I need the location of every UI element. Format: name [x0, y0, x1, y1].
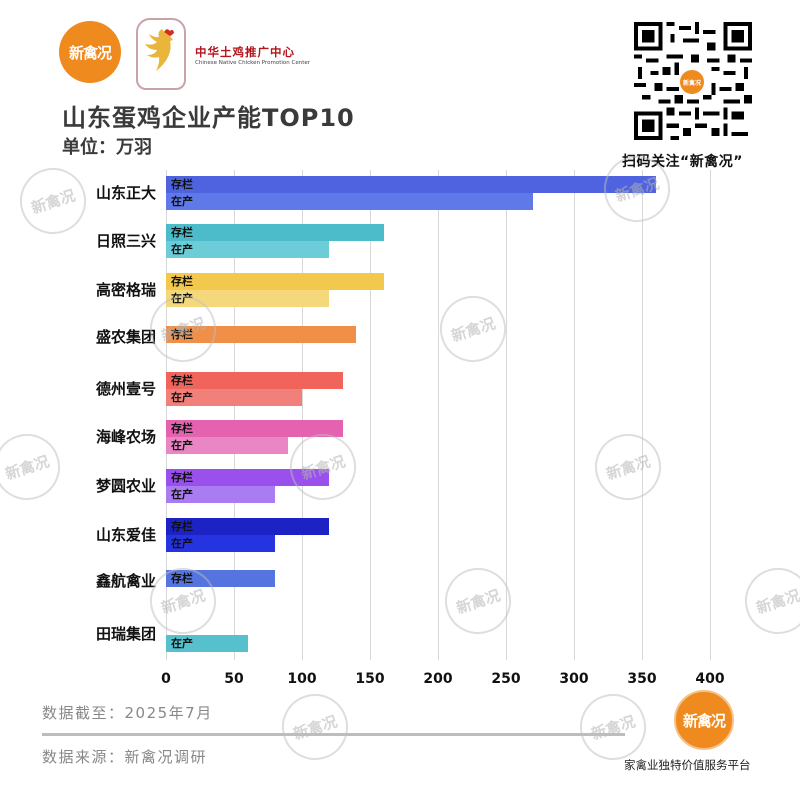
company-label: 高密格瑞 [95, 281, 156, 299]
chart-unit: 单位：万羽 [62, 137, 152, 158]
bar-series-label: 存栏 [171, 178, 193, 191]
company-label: 海峰农场 [95, 428, 156, 446]
gridline [642, 170, 643, 660]
gridline [166, 170, 167, 660]
company-label: 山东正大 [95, 184, 156, 202]
gridline [234, 170, 235, 660]
bar-producing: 在产 [166, 193, 534, 210]
x-tick-label: 300 [559, 671, 589, 687]
data-source: 数据来源：新禽况调研 [42, 748, 208, 766]
bar-series-label: 存栏 [171, 471, 193, 484]
watermark: 新禽况 [586, 425, 670, 509]
bar-stock: 存栏 [166, 372, 343, 389]
company-label: 鑫航禽业 [95, 572, 156, 590]
bar-series-label: 存栏 [171, 572, 193, 585]
bar-series-label: 存栏 [171, 275, 193, 288]
bar-series-label: 存栏 [171, 328, 193, 341]
bar-series-label: 在产 [171, 488, 193, 501]
watermark: 新禽况 [436, 559, 520, 643]
qr-center-logo: 新禽况 [678, 68, 706, 96]
bar-stock: 存栏 [166, 570, 275, 587]
x-tick-label: 400 [695, 671, 725, 687]
divider [42, 733, 625, 736]
org-name-en: Chinese Native Chicken Promotion Center [195, 60, 311, 66]
gridline [370, 170, 371, 660]
bar-stock: 存栏 [166, 273, 384, 290]
x-tick-label: 50 [224, 671, 244, 687]
company-label: 梦圆农业 [95, 477, 156, 495]
x-tick-label: 100 [287, 671, 317, 687]
x-tick-label: 0 [161, 671, 171, 687]
qr-code-icon [634, 22, 752, 140]
bar-producing: 在产 [166, 486, 275, 503]
x-tick-label: 350 [627, 671, 657, 687]
bar-series-label: 在产 [171, 243, 193, 256]
rooster-logo-icon [136, 18, 186, 90]
chart-title: 山东蛋鸡企业产能TOP10 [62, 104, 355, 132]
gridline [710, 170, 711, 660]
company-label: 山东爱佳 [95, 526, 156, 544]
watermark: 新禽况 [431, 287, 515, 371]
bar-stock: 存栏 [166, 326, 357, 343]
brand-tagline: 家禽业独特价值服务平台 [624, 758, 751, 772]
bar-stock: 存栏 [166, 420, 343, 437]
bar-stock: 存栏 [166, 176, 656, 193]
bar-series-label: 在产 [171, 292, 193, 305]
company-label: 田瑞集团 [95, 625, 156, 643]
company-label: 盛农集团 [95, 328, 156, 346]
gridline [438, 170, 439, 660]
watermark: 新禽况 [0, 425, 69, 509]
xinqinkuang-logo: 新禽况 [59, 21, 121, 83]
watermark: 新禽况 [273, 685, 357, 769]
gridline [506, 170, 507, 660]
bar-series-label: 在产 [171, 195, 193, 208]
bar-series-label: 存栏 [171, 374, 193, 387]
company-label: 德州壹号 [95, 380, 156, 398]
bar-series-label: 存栏 [171, 226, 193, 239]
data-date: 数据截至：2025年7月 [42, 704, 213, 722]
gridline [574, 170, 575, 660]
bar-series-label: 存栏 [171, 520, 193, 533]
bar-producing: 在产 [166, 535, 275, 552]
gridline [302, 170, 303, 660]
x-tick-label: 200 [423, 671, 453, 687]
company-label: 日照三兴 [95, 232, 156, 250]
watermark: 新禽况 [736, 559, 800, 643]
qr-caption: 扫码关注“新禽况” [622, 154, 743, 170]
x-tick-label: 250 [491, 671, 521, 687]
bar-stock: 存栏 [166, 469, 330, 486]
bar-producing: 在产 [166, 290, 330, 307]
x-tick-label: 150 [355, 671, 385, 687]
org-name-cn: 中华土鸡推广中心 [195, 45, 295, 59]
bar-producing: 在产 [166, 389, 302, 406]
bar-series-label: 在产 [171, 439, 193, 452]
bar-producing: 在产 [166, 241, 330, 258]
watermark: 新禽况 [281, 425, 365, 509]
bar-stock: 存栏 [166, 518, 330, 535]
bar-series-label: 在产 [171, 637, 193, 650]
bar-series-label: 存栏 [171, 422, 193, 435]
brand-logo: 新禽况 [674, 690, 734, 750]
bar-producing: 在产 [166, 635, 248, 652]
bar-series-label: 在产 [171, 391, 193, 404]
bar-producing: 在产 [166, 437, 289, 454]
bar-stock: 存栏 [166, 224, 384, 241]
bar-series-label: 在产 [171, 537, 193, 550]
